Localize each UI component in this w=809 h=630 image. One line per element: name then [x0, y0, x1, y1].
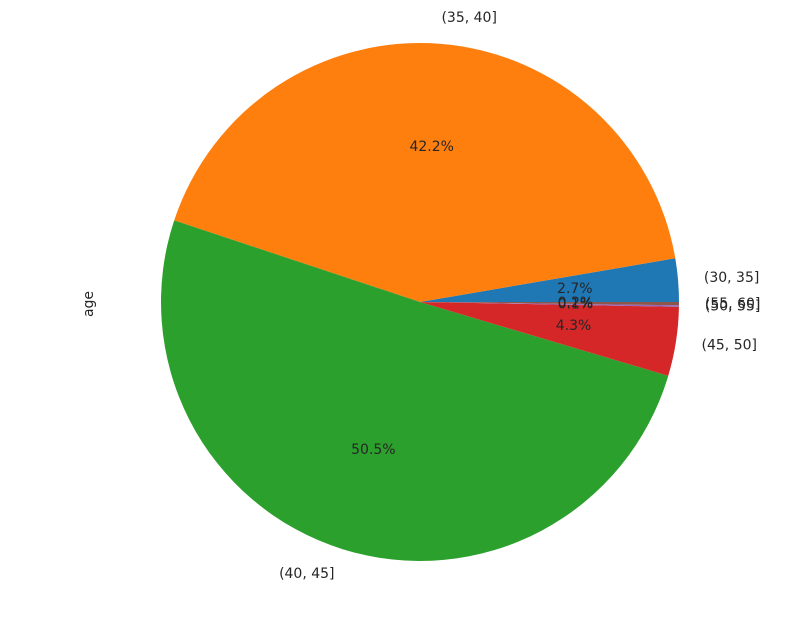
slices-layer [161, 43, 679, 561]
slice-label-45-50: (45, 50] [702, 338, 757, 354]
pie-slice-50-55 [420, 302, 679, 307]
slice-label-55-60: (55, 60] [705, 296, 760, 312]
pie-slice-45-50 [420, 302, 679, 376]
slice-percent-45-50: 4.3% [556, 318, 592, 334]
slice-percent-55-60: 0.2% [558, 295, 594, 311]
slice-label-30-35: (30, 35] [704, 270, 759, 286]
slice-label-35-40: (35, 40] [441, 10, 496, 26]
slice-percent-35-40: 42.2% [409, 139, 453, 155]
pie-slice-55-60 [420, 302, 679, 306]
pie-slice-35-40 [174, 43, 676, 302]
labels-layer: (30, 35] 2.7% (35, 40] 42.2% (40, 45] 50.5% (4… [279, 10, 760, 582]
slice-percent-50-55: 0.1% [558, 296, 594, 312]
slice-percent-40-45: 50.5% [351, 442, 395, 458]
pie-slice-30-35 [420, 258, 679, 302]
slice-label-50-55: (50, 55] [705, 298, 760, 314]
pie-slice-40-45 [161, 220, 669, 561]
slice-percent-30-35: 2.7% [557, 281, 593, 297]
slice-label-40-45: (40, 45] [279, 566, 334, 582]
y-axis-label: age [81, 291, 97, 317]
